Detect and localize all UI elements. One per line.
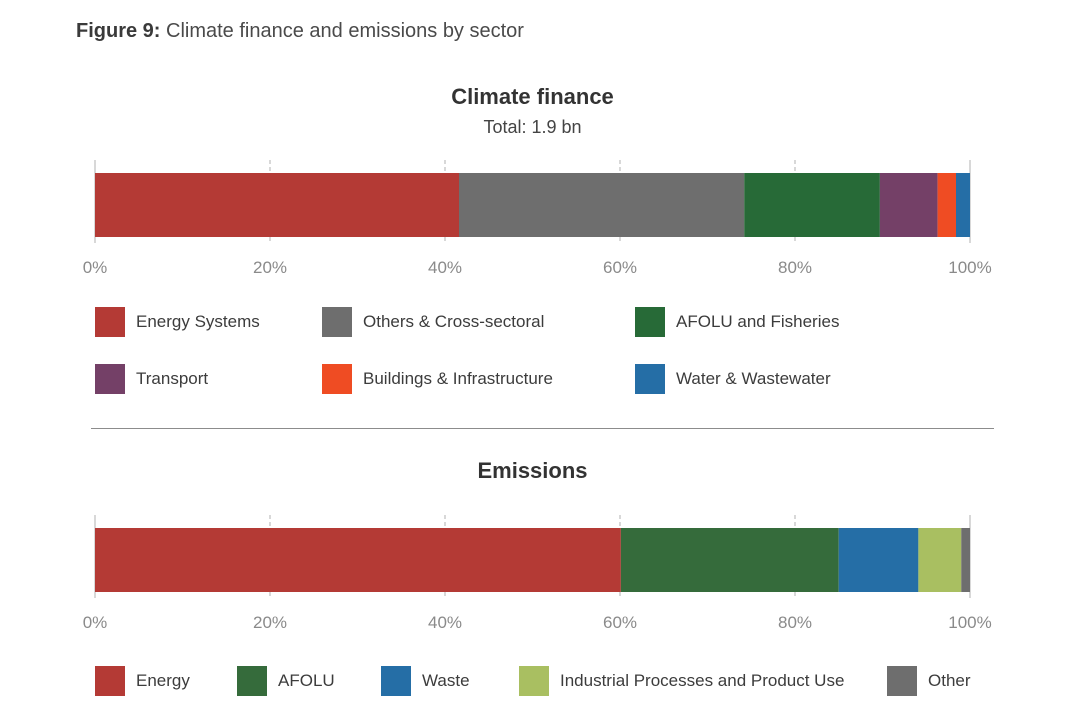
legend-label: Other — [928, 671, 971, 690]
legend-swatch — [635, 307, 665, 337]
legend-item-afolu: AFOLU — [237, 666, 335, 696]
legend-label: Energy Systems — [136, 312, 260, 331]
bar-segment-transport — [879, 173, 938, 237]
legend-label: Others & Cross-sectoral — [363, 312, 545, 331]
figure-caption: Figure 9: Climate finance and emissions … — [76, 20, 524, 43]
bar-segment-buildings-and-infrastructure — [937, 173, 956, 237]
legend-item-afolu-and-fisheries: AFOLU and Fisheries — [635, 307, 839, 337]
legend-swatch — [887, 666, 917, 696]
bar-segment-energy-systems — [95, 173, 459, 237]
tick-label-0: 0% — [83, 613, 108, 632]
legend-label: Waste — [422, 671, 470, 690]
finance-chart-subtitle: Total: 1.9 bn — [483, 117, 582, 137]
bar-segment-afolu-and-fisheries — [744, 173, 880, 237]
legend-label: Transport — [136, 369, 209, 388]
legend-swatch — [381, 666, 411, 696]
tick-label-4: 80% — [778, 258, 812, 277]
finance-chart-title: Climate finance — [451, 84, 614, 109]
legend-swatch — [635, 364, 665, 394]
tick-label-2: 40% — [428, 258, 462, 277]
legend-swatch — [95, 307, 125, 337]
legend-item-water-and-wastewater: Water & Wastewater — [635, 364, 831, 394]
legend-label: Energy — [136, 671, 190, 690]
tick-label-5: 100% — [948, 258, 991, 277]
legend-label: Industrial Processes and Product Use — [560, 671, 845, 690]
bar-segment-water-and-wastewater — [956, 173, 970, 237]
bar-segment-others-and-cross-sectoral — [459, 173, 745, 237]
legend-swatch — [95, 666, 125, 696]
legend-swatch — [95, 364, 125, 394]
tick-label-0: 0% — [83, 258, 108, 277]
legend-item-transport: Transport — [95, 364, 208, 394]
figure-label: Figure 9: — [76, 20, 161, 42]
legend-label: Buildings & Infrastructure — [363, 369, 553, 388]
tick-label-3: 60% — [603, 258, 637, 277]
legend-label: AFOLU — [278, 671, 335, 690]
legend-item-other: Other — [887, 666, 971, 696]
legend-swatch — [237, 666, 267, 696]
tick-label-1: 20% — [253, 613, 287, 632]
tick-label-5: 100% — [948, 613, 991, 632]
finance-chart: 0% 20% 40% 60% 80% 100% — [83, 160, 992, 277]
legend-item-industrial-processes-and-product-use: Industrial Processes and Product Use — [519, 666, 844, 696]
bar-segment-afolu — [620, 528, 839, 592]
tick-label-4: 80% — [778, 613, 812, 632]
legend-item-energy-systems: Energy Systems — [95, 307, 260, 337]
legend-label: Water & Wastewater — [676, 369, 831, 388]
bar-segment-energy — [95, 528, 621, 592]
emissions-chart-title: Emissions — [477, 458, 588, 483]
bar-segment-waste — [838, 528, 919, 592]
legend-item-buildings-and-infrastructure: Buildings & Infrastructure — [322, 364, 553, 394]
legend-item-energy: Energy — [95, 666, 190, 696]
tick-label-3: 60% — [603, 613, 637, 632]
tick-label-2: 40% — [428, 613, 462, 632]
legend-item-others-and-cross-sectoral: Others & Cross-sectoral — [322, 307, 544, 337]
legend-swatch — [322, 364, 352, 394]
legend-item-waste: Waste — [381, 666, 470, 696]
legend-label: AFOLU and Fisheries — [676, 312, 840, 331]
tick-label-1: 20% — [253, 258, 287, 277]
legend-swatch — [322, 307, 352, 337]
figure-caption-text: Climate finance and emissions by sector — [166, 20, 524, 42]
legend-swatch — [519, 666, 549, 696]
bar-segment-industrial-processes-and-product-use — [918, 528, 962, 592]
emissions-chart: 0% 20% 40% 60% 80% 100% — [83, 515, 992, 632]
bar-segment-other — [961, 528, 970, 592]
divider — [91, 428, 994, 429]
